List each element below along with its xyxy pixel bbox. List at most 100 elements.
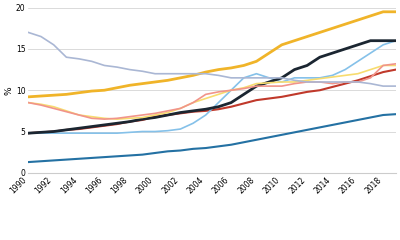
IS [394, 39, 398, 42]
NO [178, 111, 183, 114]
NO [89, 125, 94, 128]
AX [89, 115, 94, 118]
SE [229, 66, 234, 69]
SE [89, 90, 94, 92]
NO [191, 109, 196, 112]
DK [64, 128, 69, 131]
FO [77, 114, 82, 116]
NO [115, 122, 120, 125]
AX [356, 72, 360, 75]
FO [140, 114, 145, 116]
NO [318, 56, 322, 59]
FI [153, 151, 158, 154]
GL [292, 79, 297, 82]
SE [165, 79, 170, 82]
DK [216, 108, 221, 111]
NO [216, 105, 221, 108]
FO [267, 85, 272, 88]
NO [381, 39, 386, 42]
SE [318, 31, 322, 34]
NO [343, 48, 348, 50]
SE [368, 14, 373, 17]
AX [394, 64, 398, 67]
SE [292, 39, 297, 42]
FI [26, 161, 31, 163]
IS [305, 76, 310, 79]
AX [51, 105, 56, 108]
GL [203, 72, 208, 75]
FO [102, 118, 107, 120]
GL [191, 72, 196, 75]
FI [254, 138, 259, 141]
DK [254, 99, 259, 102]
IS [39, 132, 44, 135]
IS [165, 129, 170, 132]
AX [203, 97, 208, 100]
SE [330, 27, 335, 30]
FI [115, 155, 120, 158]
FI [191, 147, 196, 150]
DK [89, 126, 94, 129]
NO [241, 93, 246, 96]
AX [368, 68, 373, 71]
IS [330, 74, 335, 77]
DK [51, 130, 56, 133]
AX [279, 81, 284, 84]
NO [102, 123, 107, 126]
NO [51, 130, 56, 133]
Line: NO: NO [28, 41, 396, 133]
AX [127, 117, 132, 120]
SE [178, 76, 183, 79]
NO [203, 108, 208, 111]
IS [115, 132, 120, 135]
IS [127, 131, 132, 134]
AX [165, 111, 170, 114]
GL [241, 76, 246, 79]
FO [64, 110, 69, 113]
FI [305, 128, 310, 131]
GL [115, 66, 120, 69]
SE [115, 86, 120, 89]
FO [292, 82, 297, 85]
FI [279, 133, 284, 136]
FO [165, 109, 170, 112]
DK [178, 112, 183, 115]
FI [343, 121, 348, 124]
GL [64, 56, 69, 59]
AX [39, 103, 44, 106]
AX [64, 109, 69, 112]
DK [39, 131, 44, 134]
FI [39, 160, 44, 163]
FO [39, 104, 44, 107]
GL [102, 64, 107, 67]
FI [394, 113, 398, 116]
FI [178, 149, 183, 152]
DK [26, 132, 31, 135]
FI [203, 147, 208, 150]
FO [305, 81, 310, 84]
AX [318, 77, 322, 80]
FO [153, 112, 158, 115]
DK [368, 75, 373, 78]
IS [343, 68, 348, 71]
IS [241, 76, 246, 79]
AX [102, 117, 107, 120]
FI [165, 150, 170, 153]
FO [127, 115, 132, 118]
NO [254, 85, 259, 88]
GL [305, 81, 310, 84]
IS [356, 60, 360, 63]
FI [267, 136, 272, 139]
SE [51, 94, 56, 97]
IS [191, 122, 196, 125]
GL [318, 81, 322, 84]
SE [64, 93, 69, 96]
NO [153, 116, 158, 119]
SE [343, 23, 348, 26]
IS [216, 101, 221, 104]
Line: SE: SE [28, 12, 396, 97]
FO [178, 107, 183, 110]
FI [127, 154, 132, 157]
AX [229, 89, 234, 92]
FO [89, 117, 94, 120]
